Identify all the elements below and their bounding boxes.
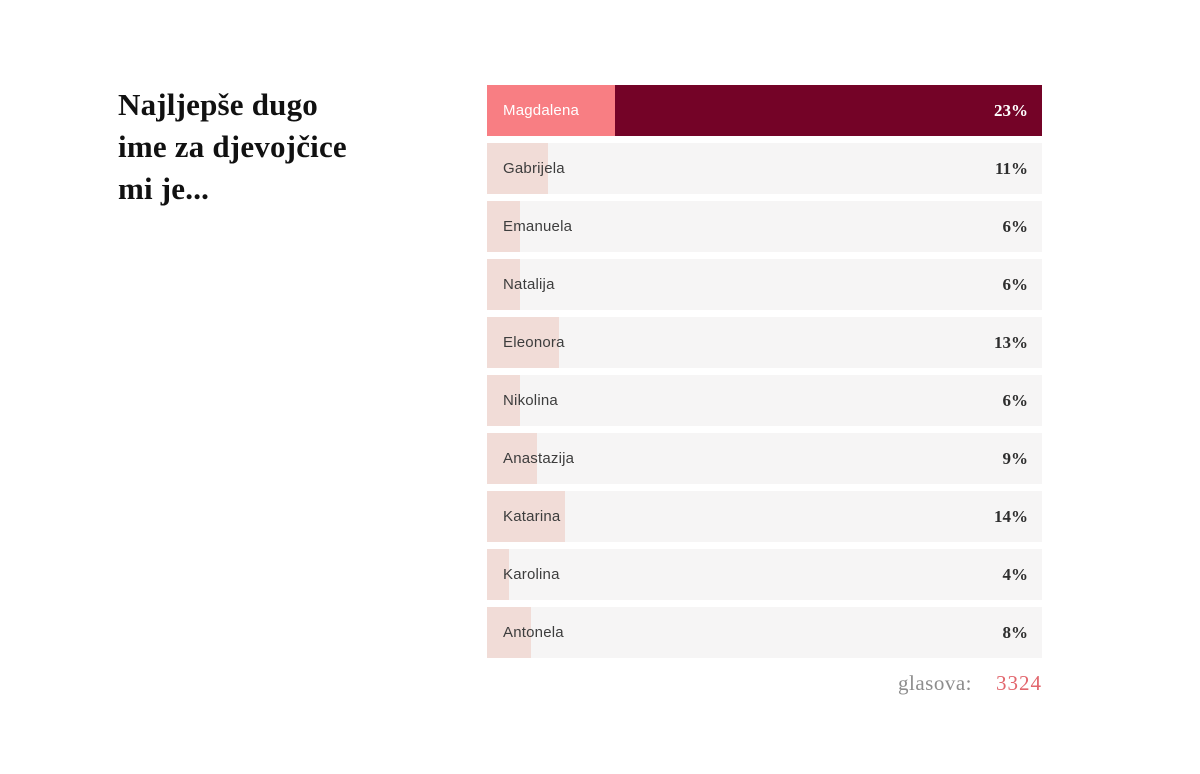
poll-option-bar	[487, 143, 549, 194]
votes-footer: glasova: 3324	[487, 671, 1042, 696]
poll-option-row[interactable]: Anastazija 9%	[487, 433, 1042, 484]
poll-option-label: Magdalena	[503, 102, 580, 119]
poll-option-row[interactable]: Nikolina 6%	[487, 375, 1042, 426]
poll-option-row[interactable]: Antonela 8%	[487, 607, 1042, 658]
poll-option-label: Emanuela	[503, 218, 573, 235]
poll-option-bar	[487, 491, 565, 542]
poll-option-label: Karolina	[503, 566, 560, 583]
poll-option-percent: 14%	[994, 506, 1028, 526]
votes-label: glasova:	[898, 671, 972, 695]
poll-option-label: Katarina	[503, 508, 561, 525]
poll-option-row[interactable]: Magdalena 23%	[487, 85, 1042, 136]
poll-rows: Magdalena 23% Gabrijela 11% Emanuela 6% …	[487, 85, 1042, 658]
poll-option-row[interactable]: Natalija 6%	[487, 259, 1042, 310]
poll-option-bar	[487, 317, 560, 368]
poll-results-widget: Magdalena 23% Gabrijela 11% Emanuela 6% …	[487, 85, 1042, 696]
poll-option-bar	[487, 549, 510, 600]
poll-option-row[interactable]: Emanuela 6%	[487, 201, 1042, 252]
poll-option-label: Gabrijela	[503, 160, 565, 177]
poll-option-bar	[487, 85, 615, 136]
poll-question-title: Najljepše dugo ime za djevojčice mi je..…	[118, 87, 347, 206]
poll-option-label: Anastazija	[503, 450, 575, 467]
poll-option-percent: 6%	[1002, 274, 1029, 294]
poll-option-percent: 8%	[1002, 622, 1029, 642]
poll-option-percent: 6%	[1002, 216, 1029, 236]
poll-option-bar	[487, 375, 521, 426]
poll-option-bar	[487, 433, 537, 484]
poll-option-row[interactable]: Eleonora 13%	[487, 317, 1042, 368]
poll-option-bar	[487, 607, 532, 658]
poll-option-label: Nikolina	[503, 392, 558, 409]
poll-option-percent: 4%	[1002, 564, 1029, 584]
poll-option-row[interactable]: Karolina 4%	[487, 549, 1042, 600]
poll-option-bar	[487, 201, 521, 252]
poll-option-label: Eleonora	[503, 334, 565, 351]
poll-option-row[interactable]: Gabrijela 11%	[487, 143, 1042, 194]
poll-option-row[interactable]: Katarina 14%	[487, 491, 1042, 542]
poll-option-label: Antonela	[503, 624, 564, 641]
poll-option-percent: 13%	[994, 332, 1028, 352]
poll-option-bar	[487, 259, 521, 310]
poll-option-percent: 11%	[994, 158, 1028, 178]
poll-option-percent: 6%	[1002, 390, 1029, 410]
votes-count: 3324	[996, 671, 1042, 695]
poll-option-label: Natalija	[503, 276, 555, 293]
poll-option-percent: 9%	[1002, 448, 1029, 468]
poll-option-percent: 23%	[994, 100, 1028, 120]
